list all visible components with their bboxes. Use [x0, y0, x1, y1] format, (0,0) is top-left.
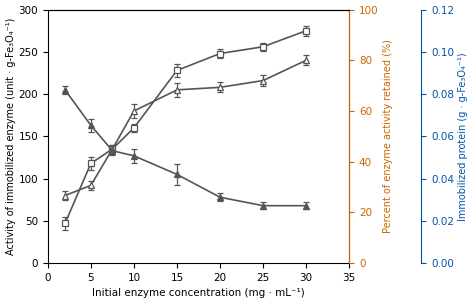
Y-axis label: Immobilized protein (g · g-Fe₃O₄⁻¹): Immobilized protein (g · g-Fe₃O₄⁻¹)	[458, 52, 468, 221]
X-axis label: Initial enzyme concentration (mg · mL⁻¹): Initial enzyme concentration (mg · mL⁻¹)	[92, 288, 305, 299]
Y-axis label: Percent of enzyme activity retained (%): Percent of enzyme activity retained (%)	[383, 40, 393, 233]
Y-axis label: Activity of immobilized enzyme (unit · g-Fe₃O₄⁻¹): Activity of immobilized enzyme (unit · g…	[6, 18, 16, 255]
